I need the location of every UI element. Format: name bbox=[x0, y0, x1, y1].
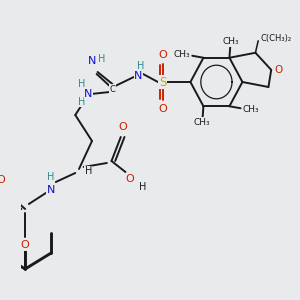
Text: O: O bbox=[0, 175, 5, 185]
Text: O: O bbox=[158, 50, 167, 60]
Text: CH₃: CH₃ bbox=[193, 118, 210, 127]
Text: H: H bbox=[85, 166, 92, 176]
Text: H: H bbox=[47, 172, 55, 182]
Text: N: N bbox=[84, 89, 92, 99]
Text: N: N bbox=[88, 56, 96, 66]
Text: O: O bbox=[21, 240, 29, 250]
Text: C: C bbox=[110, 85, 116, 94]
Text: CH₃: CH₃ bbox=[242, 105, 259, 114]
Text: H: H bbox=[136, 61, 144, 71]
Text: N: N bbox=[47, 185, 55, 195]
Text: O: O bbox=[118, 122, 127, 132]
Text: H: H bbox=[78, 79, 85, 89]
Text: CH₃: CH₃ bbox=[223, 37, 240, 46]
Text: S: S bbox=[159, 76, 166, 88]
Text: O: O bbox=[274, 65, 283, 75]
Text: CH₃: CH₃ bbox=[174, 50, 190, 59]
Text: O: O bbox=[126, 174, 134, 184]
Text: H: H bbox=[98, 54, 105, 64]
Text: C(CH₃)₂: C(CH₃)₂ bbox=[260, 34, 291, 43]
Text: H: H bbox=[140, 182, 147, 192]
Text: H: H bbox=[78, 97, 85, 107]
Text: N: N bbox=[134, 71, 142, 81]
Text: O: O bbox=[158, 104, 167, 114]
